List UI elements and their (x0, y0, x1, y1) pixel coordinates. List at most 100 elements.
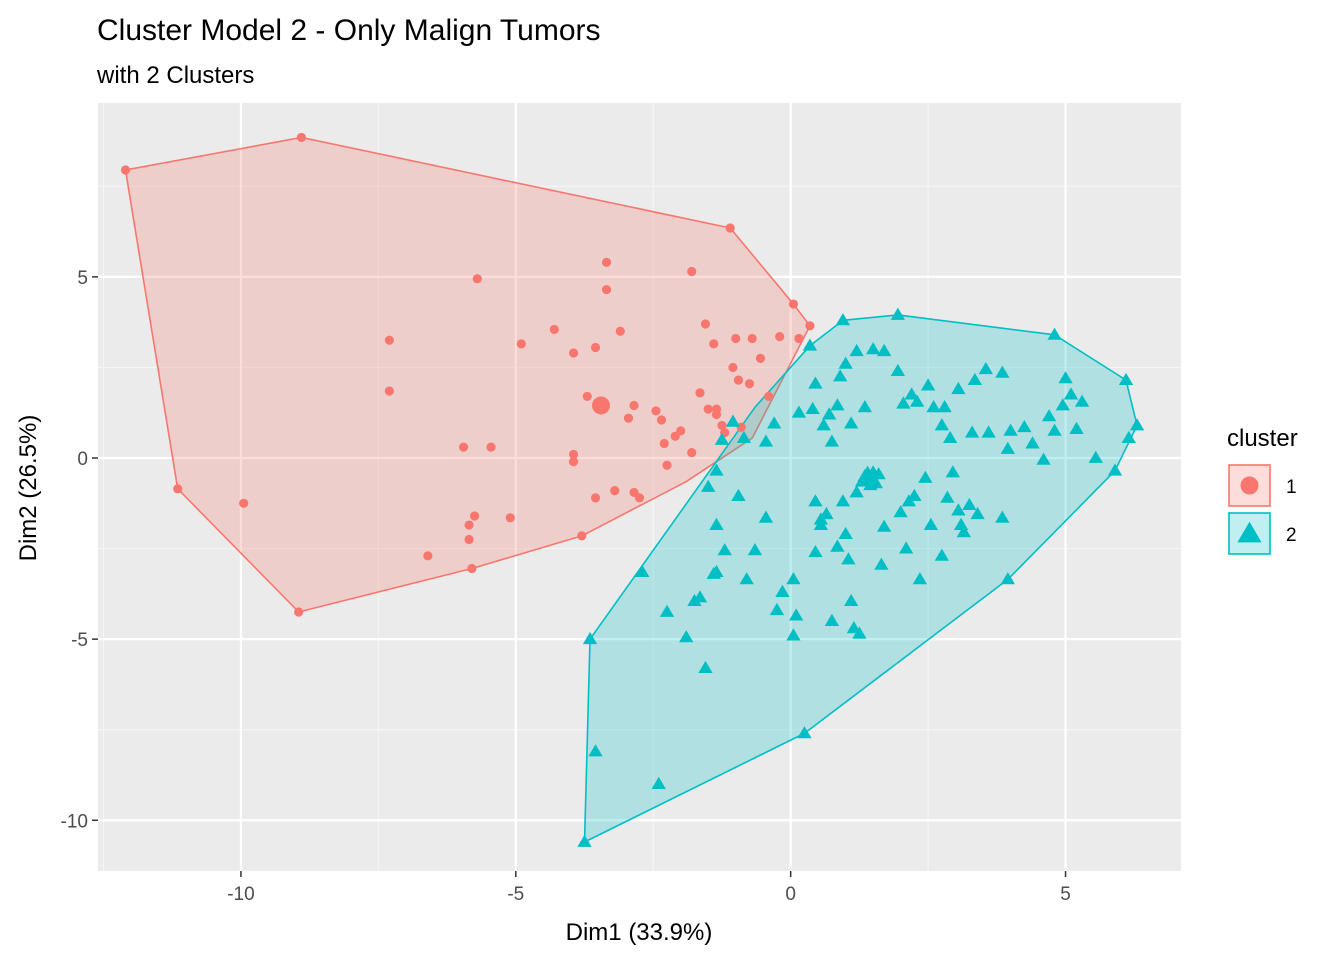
cluster-points (120, 132, 1145, 847)
cluster-2-point (874, 557, 889, 570)
cluster-2-point (852, 626, 867, 639)
legend-title: cluster (1227, 425, 1298, 452)
plot-panel (98, 103, 1181, 871)
cluster-2-point (808, 544, 823, 558)
cluster-1-point (601, 257, 612, 267)
cluster-1-point (384, 386, 394, 396)
cluster-2-point (1047, 423, 1062, 436)
chart-title: Cluster Model 2 - Only Malign Tumors (97, 14, 601, 47)
cluster-1-point (629, 400, 639, 411)
cluster-2-point (890, 363, 906, 376)
cluster-1-point (610, 486, 620, 496)
cluster-1-point (725, 223, 735, 233)
cluster-2-point (995, 365, 1010, 378)
cluster-2-point (1088, 450, 1103, 463)
cluster-1-point (733, 375, 744, 385)
cluster-1-point (662, 460, 672, 470)
cluster-2-point (1003, 423, 1018, 436)
cluster-2-point (698, 660, 713, 674)
cluster-2-point (824, 434, 840, 447)
cluster-2-point (588, 744, 603, 757)
cluster-2-point (769, 602, 785, 616)
cluster-2-point (786, 572, 801, 585)
cluster-1-point (472, 274, 482, 284)
cluster-1-point (687, 266, 697, 277)
cluster-2-point (731, 488, 746, 501)
cluster-1-point (775, 332, 785, 342)
cluster-1-point (458, 442, 469, 452)
cluster-2-point (808, 376, 823, 389)
cluster-1-point (601, 284, 612, 295)
cluster-2-point (709, 564, 724, 578)
legend-label-1: 1 (1286, 477, 1297, 498)
cluster-1-point (423, 551, 433, 561)
cluster-2-point (747, 543, 763, 556)
cluster-2-point (942, 430, 958, 444)
cluster-2-point (802, 338, 818, 351)
cluster-2-point (920, 378, 936, 391)
cluster-1-point (568, 348, 579, 358)
cluster-2-point (717, 543, 732, 556)
cluster-1-point (764, 391, 774, 402)
cluster-2-point (978, 362, 993, 375)
cluster-1-point (634, 493, 645, 503)
cluster-1-point (469, 511, 480, 521)
cluster-2-point (967, 372, 982, 386)
cluster-2-point (841, 552, 856, 565)
legend-key-2 (1228, 512, 1271, 555)
cluster-2-point (816, 418, 831, 431)
cluster-2-point (907, 488, 922, 501)
cluster-2-point (1000, 572, 1015, 585)
cluster-1-point (805, 321, 815, 331)
cluster-2-point (725, 414, 741, 427)
cluster-2-point (767, 416, 782, 429)
cluster-2-point (758, 434, 774, 447)
x-axis-title: Dim1 (33.9%) (566, 919, 713, 946)
cluster-2-centroid (855, 465, 880, 487)
cluster-2-point (909, 394, 925, 407)
cluster-2-point (904, 387, 919, 400)
cluster-1-point (384, 335, 394, 345)
cluster-2-point (898, 541, 914, 554)
cluster-1-point (700, 319, 711, 329)
cluster-2-point (791, 405, 807, 418)
cluster-1-point (788, 299, 799, 309)
legend-label-2: 2 (1286, 525, 1297, 546)
cluster-1-point (464, 534, 474, 545)
y-tick-label: -10 (61, 811, 88, 832)
cluster-1-point (486, 442, 496, 452)
cluster-2-point (849, 485, 864, 498)
cluster-1-centroid (592, 396, 611, 415)
cluster-2-point (890, 307, 906, 320)
cluster-2-point (830, 398, 845, 411)
cluster-2-point (835, 494, 851, 507)
x-tick-label: 0 (785, 884, 796, 905)
cluster-2-point (876, 519, 892, 532)
x-tick-label: 5 (1060, 884, 1071, 905)
cluster-2-point (577, 834, 592, 847)
cluster-2-point (808, 494, 823, 507)
cluster-2-point (679, 630, 694, 643)
cluster-2-point (739, 572, 754, 585)
cluster-1-point (717, 420, 727, 431)
cluster-2-point (1058, 371, 1073, 384)
cluster-2-point (701, 479, 716, 492)
cluster-2-point (1047, 327, 1062, 340)
cluster-1-point (582, 391, 592, 402)
cluster-1-point (590, 342, 601, 353)
cluster-2-point (1025, 436, 1040, 449)
cluster-2-point (786, 628, 801, 641)
cluster-1-point (577, 531, 587, 541)
cluster-1-point (549, 324, 559, 335)
y-tick-label: 0 (77, 449, 88, 470)
cluster-1-point (687, 447, 697, 458)
y-axis: -10 -5 0 5 (61, 268, 98, 832)
cluster-2-point (838, 356, 853, 369)
legend-key-2-symbol (1237, 521, 1262, 543)
cluster-2-point (964, 425, 980, 438)
cluster-1-point (120, 165, 131, 175)
cluster-1-point (656, 415, 667, 425)
cluster-1-point (623, 413, 634, 423)
cluster-1-point (568, 457, 579, 467)
